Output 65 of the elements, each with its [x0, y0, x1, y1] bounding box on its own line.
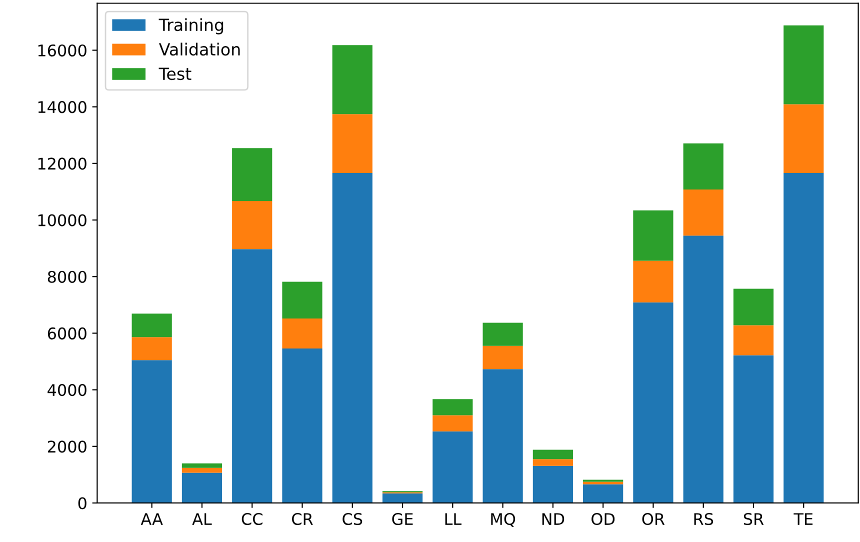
bar	[733, 325, 774, 356]
bar	[282, 348, 322, 503]
bar	[382, 493, 423, 503]
x-tick-label: OD	[592, 512, 615, 526]
y-tick-label: 0	[78, 497, 86, 510]
bar	[482, 322, 523, 346]
bar	[332, 45, 372, 114]
legend-label: Training	[158, 18, 224, 34]
y-tick-label: 8000	[48, 270, 86, 283]
bar	[232, 148, 272, 202]
bar	[583, 484, 624, 503]
bar	[683, 236, 724, 503]
bar	[332, 114, 372, 174]
bar	[182, 468, 222, 473]
x-tick-label: ND	[542, 513, 564, 525]
bar	[633, 210, 674, 261]
bar	[784, 173, 824, 503]
x-tick-label: CC	[242, 512, 262, 526]
y-tick-label: 4000	[48, 384, 86, 396]
y-tick-label: 14000	[38, 101, 86, 114]
x-tick-label: TE	[794, 513, 813, 525]
bar	[683, 189, 724, 236]
bar	[232, 201, 272, 250]
x-tick-label: AL	[192, 513, 212, 525]
bar	[432, 415, 473, 432]
x-tick-label: SR	[744, 512, 764, 526]
bar	[182, 463, 222, 468]
x-tick-label: OR	[642, 512, 665, 526]
bar	[532, 459, 573, 466]
bar	[282, 318, 322, 348]
bar	[282, 282, 322, 318]
bar	[432, 431, 473, 503]
bar	[784, 104, 824, 174]
bar	[332, 173, 372, 503]
x-tick-label: CR	[292, 512, 313, 526]
bar	[532, 466, 573, 503]
bar	[182, 472, 222, 503]
bar	[733, 355, 774, 503]
x-tick-label: GE	[392, 512, 413, 526]
bar	[532, 450, 573, 460]
x-tick-label: CS	[342, 512, 362, 526]
y-tick-label: 10000	[38, 214, 86, 226]
bar	[683, 143, 724, 190]
bar	[482, 346, 523, 370]
bar	[583, 482, 624, 484]
bar	[633, 260, 674, 302]
legend-label: Validation	[158, 42, 240, 56]
y-tick-label: 12000	[38, 158, 86, 170]
bar	[784, 25, 824, 104]
bar	[132, 314, 172, 338]
y-tick-label: 2000	[48, 440, 86, 453]
y-tick-label: 16000	[38, 44, 86, 57]
bar	[482, 369, 523, 503]
bar	[132, 337, 172, 360]
x-tick-label: LL	[445, 513, 462, 525]
x-tick-label: MQ	[491, 512, 516, 527]
bar	[132, 360, 172, 503]
y-tick-label: 6000	[48, 327, 86, 340]
bar	[633, 302, 674, 503]
bar	[733, 288, 774, 326]
x-tick-label: RS	[694, 512, 714, 526]
bar	[432, 399, 473, 416]
x-tick-label: AA	[140, 513, 163, 525]
legend-label: Test	[158, 68, 192, 80]
bar	[232, 249, 272, 503]
